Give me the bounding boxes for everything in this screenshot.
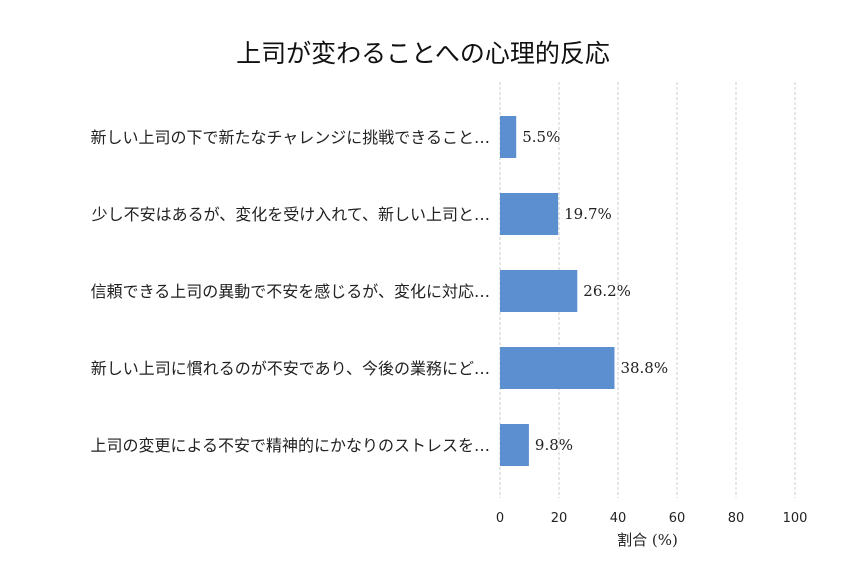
bar-value-label: 5.5% — [522, 128, 560, 146]
bar-value-label: 19.7% — [564, 205, 612, 223]
x-tick-label: 80 — [728, 511, 745, 526]
bar-value-label: 38.8% — [620, 359, 668, 377]
x-tick-label: 60 — [669, 511, 686, 526]
category-label: 少し不安はあるが、変化を受け入れて、新しい上司と… — [92, 205, 490, 224]
bar — [500, 347, 615, 389]
x-tick-label: 100 — [783, 511, 808, 526]
bar — [500, 424, 529, 466]
bar-value-label: 9.8% — [535, 436, 573, 454]
x-axis-title: 割合 (%) — [617, 531, 678, 549]
bar — [500, 270, 578, 312]
category-label: 新しい上司の下で新たなチャレンジに挑戦できること… — [90, 128, 490, 147]
bar — [500, 193, 559, 235]
category-label: 新しい上司に慣れるのが不安であり、今後の業務にど… — [91, 359, 490, 378]
x-tick-label: 0 — [496, 511, 504, 526]
category-label: 信頼できる上司の異動で不安を感じるが、変化に対応… — [91, 282, 490, 301]
x-tick-label: 40 — [610, 511, 627, 526]
chart-title: 上司が変わることへの心理的反応 — [236, 39, 610, 68]
bar — [500, 116, 517, 158]
category-label: 上司の変更による不安で精神的にかなりのストレスを… — [90, 436, 490, 455]
bar-value-label: 26.2% — [583, 282, 631, 300]
x-tick-label: 20 — [551, 511, 568, 526]
